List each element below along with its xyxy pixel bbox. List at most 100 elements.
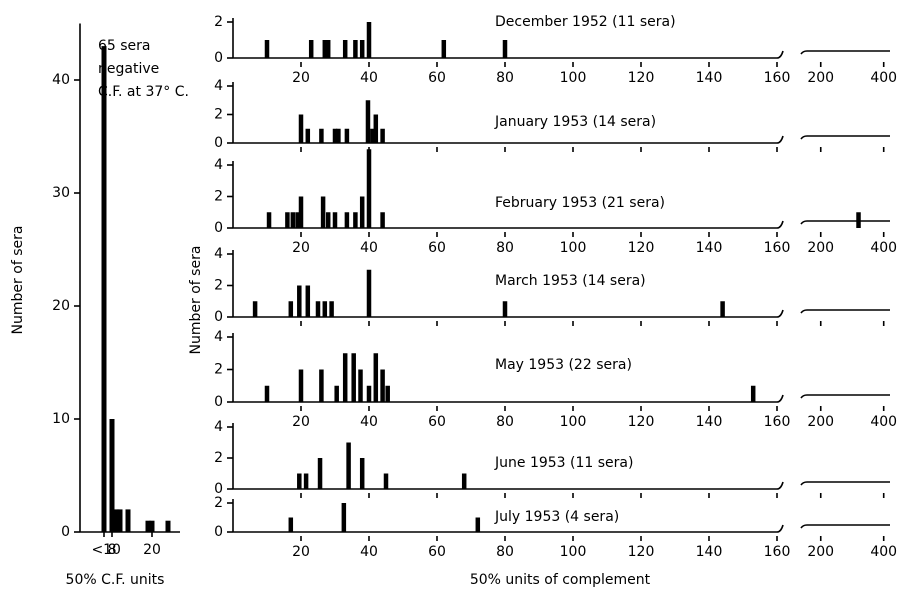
- x-axis: [233, 394, 890, 403]
- bar: [346, 442, 351, 489]
- bar: [325, 212, 331, 228]
- bar: [322, 40, 328, 58]
- bar: [165, 520, 171, 532]
- bar: [373, 114, 379, 143]
- y-tick-label: 0: [214, 394, 223, 410]
- bar: [319, 128, 324, 143]
- bar: [288, 517, 294, 532]
- x-tick-label: 80: [496, 414, 514, 430]
- x-axis: [233, 50, 890, 59]
- bar: [358, 369, 363, 402]
- x-axis: [233, 309, 890, 318]
- bar: [380, 128, 385, 143]
- bar: [322, 301, 328, 317]
- bar: [366, 269, 372, 317]
- x-tick-label: 20: [292, 544, 310, 560]
- y-tick-label: 2: [214, 107, 223, 123]
- x-tick-label: 200: [807, 414, 834, 430]
- panel-title: March 1953 (14 sera): [495, 273, 646, 289]
- bar: [117, 509, 123, 532]
- bar: [297, 285, 302, 317]
- x-axis: [233, 220, 890, 229]
- bar: [351, 353, 356, 402]
- x-tick-label: 100: [560, 70, 587, 86]
- y-axis-label: Number of sera: [188, 246, 204, 355]
- annotation: negative: [98, 61, 159, 77]
- bar: [298, 369, 304, 402]
- y-tick-label: 4: [214, 157, 223, 173]
- x-tick-label: 40: [360, 70, 378, 86]
- x-tick-label: 120: [628, 544, 655, 560]
- y-tick-label: 0: [214, 50, 223, 66]
- x-tick-label: 120: [628, 70, 655, 86]
- bar: [341, 503, 347, 532]
- bar: [359, 40, 365, 58]
- x-tick-label: 140: [696, 414, 723, 430]
- bar: [475, 517, 481, 532]
- bar: [383, 473, 389, 489]
- bar: [264, 385, 270, 402]
- bar: [329, 301, 334, 317]
- bar: [380, 369, 385, 402]
- bar: [317, 458, 323, 489]
- bar: [319, 369, 324, 402]
- y-axis-label: Number of sera: [10, 226, 26, 335]
- y-tick-label: 0: [214, 220, 223, 236]
- x-tick-label: 60: [428, 240, 446, 256]
- bar: [344, 128, 350, 143]
- x-tick-label: 80: [496, 544, 514, 560]
- x-tick-label: 40: [360, 240, 378, 256]
- y-tick-label: 4: [214, 246, 223, 262]
- annotation: C.F. at 37° C.: [98, 84, 189, 100]
- x-tick-label: 80: [496, 70, 514, 86]
- bar: [380, 212, 385, 228]
- x-tick-label: 60: [428, 414, 446, 430]
- bar: [336, 128, 341, 143]
- y-tick-label: 20: [52, 298, 70, 314]
- x-tick-label: 160: [764, 544, 791, 560]
- x-tick-label: 400: [870, 70, 897, 86]
- x-tick-label: 400: [870, 240, 897, 256]
- bar: [320, 196, 326, 228]
- x-tick-label: 200: [807, 544, 834, 560]
- x-tick-label: 20: [292, 70, 310, 86]
- y-tick-label: 2: [214, 362, 223, 378]
- bar: [285, 212, 290, 228]
- bar: [856, 212, 861, 228]
- bar: [288, 301, 294, 317]
- x-tick-label: 140: [696, 544, 723, 560]
- bar: [332, 212, 338, 228]
- bar: [109, 419, 115, 532]
- bar: [315, 301, 321, 317]
- y-tick-label: 10: [52, 411, 70, 427]
- y-tick-label: 0: [214, 309, 223, 325]
- bar: [502, 301, 508, 317]
- x-tick-label: 400: [870, 414, 897, 430]
- bar: [353, 40, 358, 58]
- x-tick-label: 60: [428, 70, 446, 86]
- bar: [370, 128, 375, 143]
- y-tick-label: 2: [214, 495, 223, 511]
- bar: [359, 458, 365, 489]
- bar: [366, 22, 372, 58]
- bar: [252, 301, 258, 317]
- bar: [295, 212, 300, 228]
- bar: [113, 509, 119, 532]
- x-tick-label: 100: [560, 414, 587, 430]
- x-axis: [233, 135, 890, 144]
- bar: [332, 128, 338, 143]
- bar: [373, 353, 379, 402]
- bar: [750, 385, 756, 402]
- x-tick-label: 120: [628, 240, 655, 256]
- x-tick-label: 20: [292, 414, 310, 430]
- x-tick-label: 200: [807, 240, 834, 256]
- x-tick-label: 200: [807, 70, 834, 86]
- x-tick-label: 40: [360, 544, 378, 560]
- panel-title: June 1953 (11 sera): [494, 455, 633, 471]
- bar: [290, 212, 296, 228]
- bar: [264, 40, 270, 58]
- x-tick-label: 160: [764, 240, 791, 256]
- bar: [125, 509, 131, 532]
- bar: [334, 385, 339, 402]
- bar: [366, 149, 372, 228]
